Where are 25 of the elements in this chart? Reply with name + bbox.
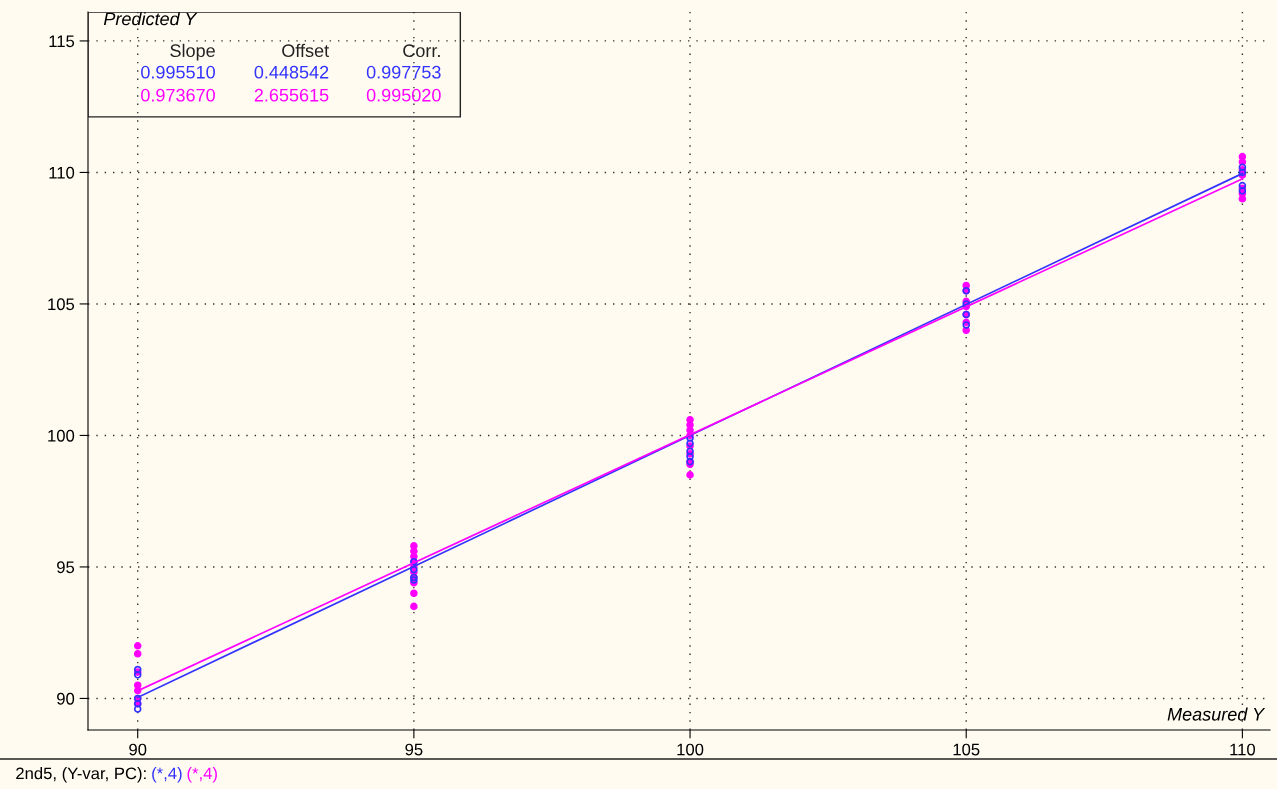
annotation: 0.448542 <box>254 65 329 79</box>
x-tick-label: 100 <box>677 743 704 756</box>
annotation: 0.995510 <box>141 65 215 79</box>
x-tick-label: 95 <box>405 743 423 756</box>
text: (*,4) <box>152 767 182 783</box>
annotation: Corr. <box>403 44 440 58</box>
y-tick-label: 115 <box>49 35 75 48</box>
annotation: 0.995020 <box>366 88 441 102</box>
x-tick-label: 110 <box>1230 743 1256 756</box>
annotation: Slope <box>170 43 215 61</box>
y-tick-label: 100 <box>48 429 75 442</box>
text: 2nd5, (Y-var, PC): <box>16 767 146 783</box>
annotation: Offset <box>282 43 329 58</box>
y-tick-label: 90 <box>57 692 75 705</box>
y-axis-title: Predicted Y <box>103 12 198 26</box>
x-tick-label: 90 <box>129 743 147 756</box>
x-axis-title: Measured Y <box>1167 707 1266 721</box>
annotation: 0.997753 <box>366 65 441 79</box>
x-tick-label: 105 <box>953 743 980 756</box>
annotation: 0.973670 <box>141 88 215 102</box>
y-tick-label: 95 <box>57 561 75 574</box>
y-tick-label: 110 <box>49 166 75 179</box>
y-tick-label: 105 <box>48 298 75 311</box>
annotation: 2.655615 <box>254 88 329 102</box>
text: (*,4) <box>187 767 217 783</box>
